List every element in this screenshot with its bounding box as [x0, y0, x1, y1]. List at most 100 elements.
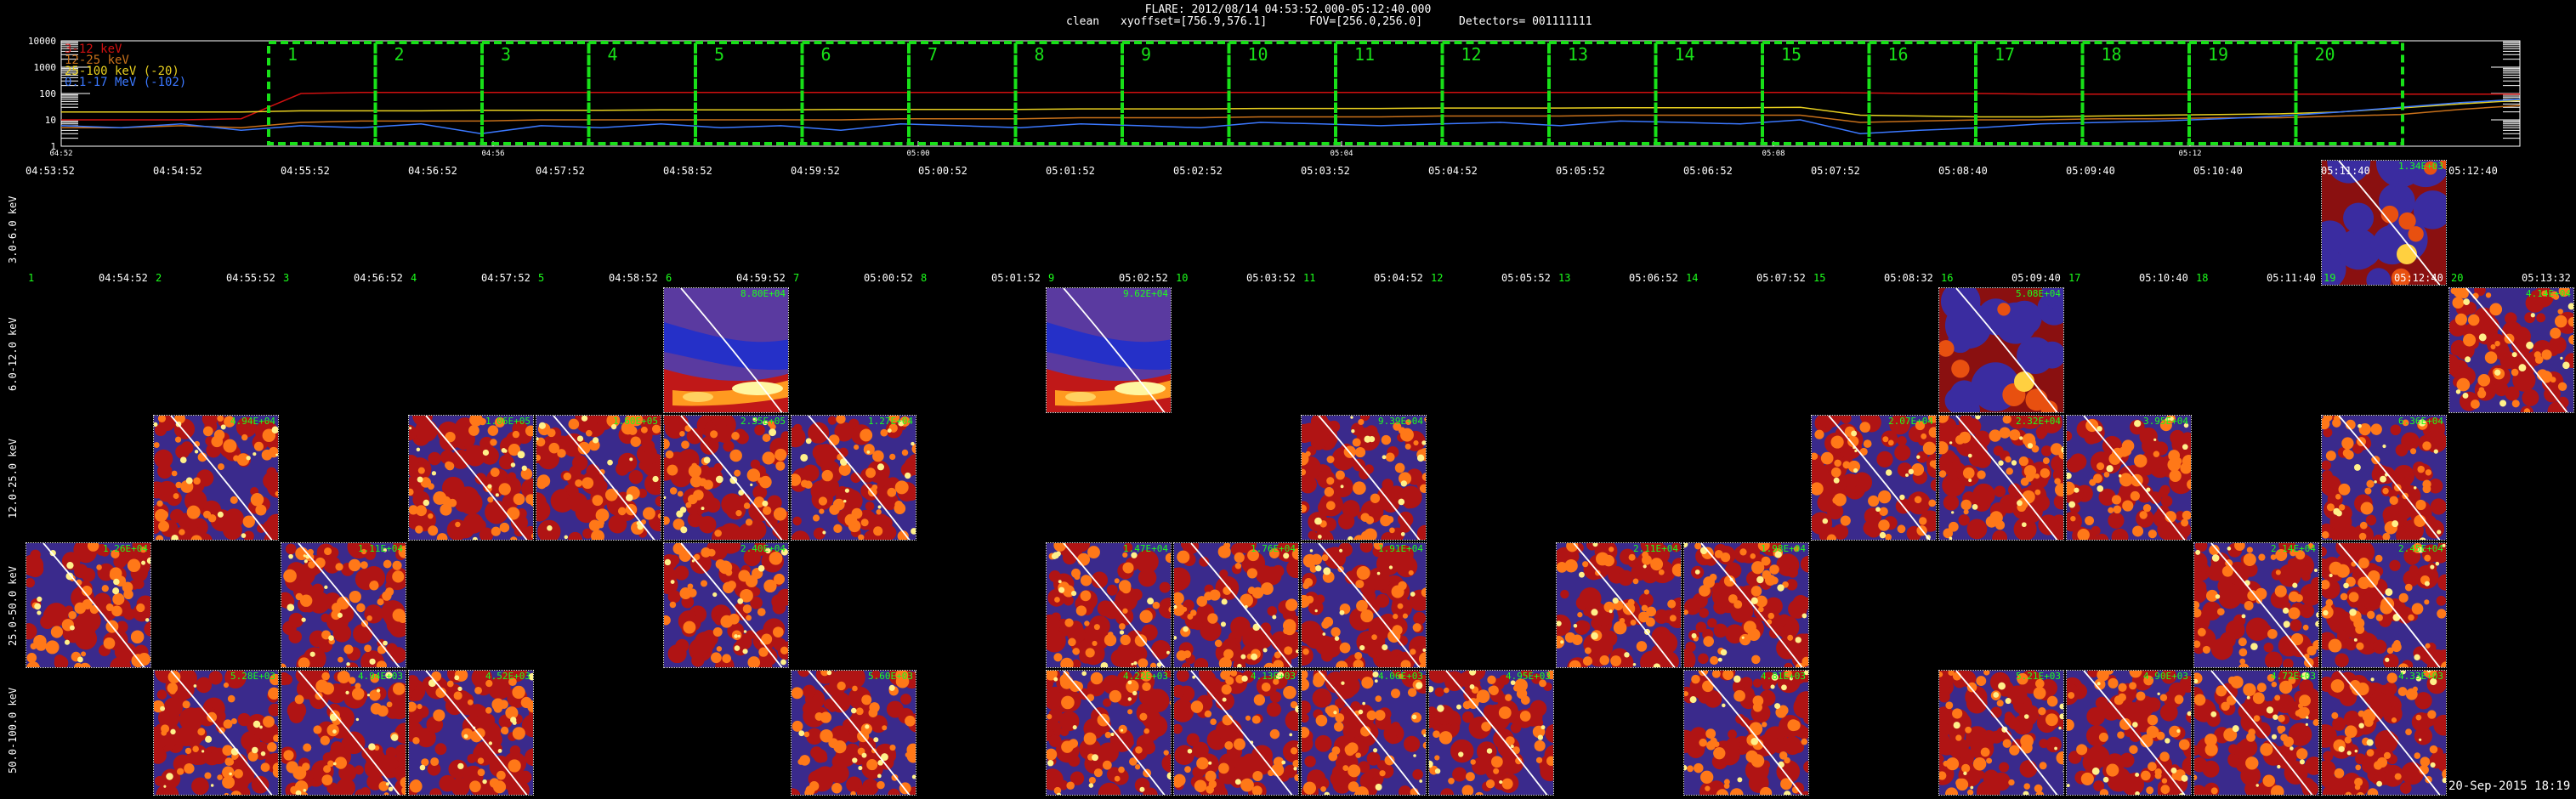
time-label: 05:01:52 — [1046, 165, 1095, 177]
tile-image — [409, 671, 533, 795]
time-label: 04:59:52 — [791, 165, 840, 177]
solar-limb-line — [808, 671, 911, 795]
solar-limb-line — [1955, 671, 2058, 795]
y-tick-label: 10 — [45, 115, 56, 126]
interval-number-label: 18 — [2196, 272, 2209, 284]
tile-image — [664, 416, 788, 540]
interval-label: 4 — [608, 44, 618, 65]
solar-limb-line — [425, 416, 528, 540]
time-label: 04:58:52 — [609, 272, 658, 284]
time-label: 04:59:52 — [736, 272, 786, 284]
interval-box — [1121, 41, 1231, 145]
tile-image — [1557, 543, 1681, 667]
time-label: 05:08:40 — [1938, 165, 1988, 177]
interval-box — [1334, 41, 1444, 145]
time-label: 05:04:52 — [1374, 272, 1423, 284]
interval-number-label: 20 — [2451, 272, 2464, 284]
time-label: 05:03:52 — [1301, 165, 1350, 177]
series-line — [61, 99, 2521, 118]
image-tile: 4.94E+03 — [281, 670, 406, 796]
plot-title: FLARE: 2012/08/14 04:53:52.000-05:12:40.… — [1144, 3, 1432, 16]
time-label: 05:12:40 — [2448, 165, 2498, 177]
time-label: 05:11:40 — [2267, 272, 2316, 284]
interval-box — [694, 41, 804, 145]
solar-limb-line — [1700, 671, 1803, 795]
solar-limb-line — [1190, 671, 1293, 795]
energy-row-label: 25.0-50.0 keV — [7, 566, 19, 646]
interval-number-label: 12 — [1431, 272, 1444, 284]
tile-image — [2449, 288, 2573, 412]
solar-limb-line — [1318, 543, 1421, 667]
time-label: 05:08:32 — [1884, 272, 1933, 284]
image-tile: 1.34E+03 — [2321, 160, 2447, 286]
y-tick-label: 1000 — [34, 62, 57, 73]
image-tile: 5.60E+03 — [791, 670, 916, 796]
interval-label: 17 — [1994, 44, 2015, 65]
tile-peak-label: 4.33E+03 — [2398, 671, 2443, 682]
tile-peak-label: 3.95E+04 — [2143, 416, 2188, 427]
x-tick-label: 05:00 — [906, 150, 929, 158]
y-tick-label: 10000 — [28, 36, 56, 47]
image-tile: 9.62E+04 — [1046, 287, 1172, 413]
y-tick-label: 100 — [39, 88, 56, 99]
interval-label: 15 — [1781, 44, 1801, 65]
time-label: 04:54:52 — [153, 165, 202, 177]
tile-peak-label: 1.60E+05 — [613, 416, 658, 427]
solar-limb-line — [1955, 288, 2058, 412]
tile-image — [1812, 416, 1936, 540]
y-tick-label: 1 — [50, 141, 56, 152]
legend-entry: 25-100 keV (-20) — [65, 65, 179, 78]
time-label: 04:56:52 — [408, 165, 457, 177]
series-line — [60, 99, 2521, 134]
solar-limb-line — [2465, 288, 2568, 412]
image-tile: 4.33E+03 — [2321, 670, 2447, 796]
image-tile: 5.21E+03 — [1938, 670, 2064, 796]
interval-box — [1440, 41, 1551, 145]
image-tile: 9.39E+04 — [1301, 415, 1427, 541]
interval-number-label: 4 — [411, 272, 417, 284]
interval-label: 5 — [714, 44, 724, 65]
tile-image — [1939, 671, 2063, 795]
tile-peak-label: 1.06E+05 — [485, 416, 531, 427]
interval-number-label: 17 — [2068, 272, 2081, 284]
tile-image — [409, 416, 533, 540]
tile-peak-label: 2.14E+04 — [2271, 543, 2316, 554]
image-tile: 4.14E+04 — [2448, 287, 2574, 413]
time-label: 05:05:52 — [1501, 272, 1551, 284]
tile-peak-label: 2.07E+04 — [1888, 416, 1933, 427]
image-tile: 2.32E+04 — [1938, 415, 2064, 541]
time-label: 05:11:40 — [2321, 165, 2370, 177]
solar-limb-line — [1955, 416, 2058, 540]
tile-peak-label: 4.81E+03 — [1761, 671, 1806, 682]
interval-label: 20 — [2315, 44, 2335, 65]
interval-number-label: 11 — [1303, 272, 1316, 284]
x-tick-label: 04:52 — [49, 150, 72, 158]
tile-peak-label: 4.72E+03 — [2271, 671, 2316, 682]
interval-box — [1013, 41, 1124, 145]
tile-peak-label: 4.94E+04 — [230, 416, 275, 427]
interval-box — [1227, 41, 1337, 145]
solar-limb-line — [1700, 543, 1803, 667]
interval-label: 3 — [501, 44, 511, 65]
solar-limb-line — [553, 416, 655, 540]
interval-label: 9 — [1141, 44, 1151, 65]
tile-peak-label: 6.36E+04 — [2398, 416, 2443, 427]
image-tile: 4.22E+03 — [1046, 670, 1172, 796]
interval-number-label: 8 — [921, 272, 928, 284]
tile-image — [2322, 161, 2446, 285]
solar-limb-line — [1828, 416, 1931, 540]
solar-limb-line — [2338, 416, 2441, 540]
interval-number-label: 6 — [666, 272, 672, 284]
interval-box — [907, 41, 1018, 145]
tile-image — [1174, 671, 1298, 795]
solar-limb-line — [170, 416, 273, 540]
image-tile: 2.35E+05 — [663, 415, 789, 541]
solar-limb-line — [2083, 416, 2186, 540]
tile-image — [1939, 288, 2063, 412]
time-label: 05:07:52 — [1811, 165, 1860, 177]
solar-limb-line — [43, 543, 145, 667]
solar-limb-line — [2210, 543, 2313, 667]
image-tile: 1.60E+05 — [536, 415, 661, 541]
series-line — [61, 91, 2520, 121]
time-label: 05:10:40 — [2139, 272, 2188, 284]
